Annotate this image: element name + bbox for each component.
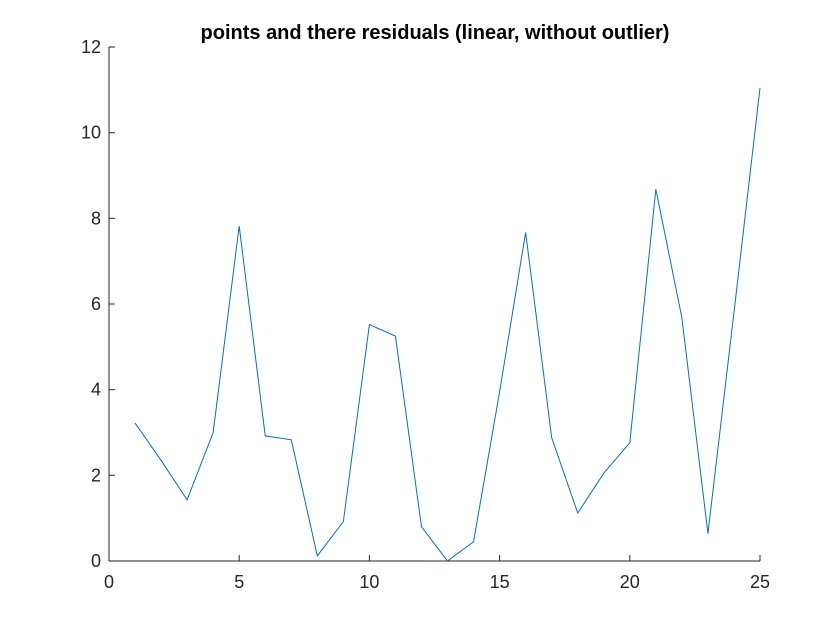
y-tick-label: 8 [91,208,101,228]
x-tick-label: 5 [234,572,244,592]
y-tick-label: 6 [91,294,101,314]
y-tick-label: 2 [91,465,101,485]
series-group [134,88,761,562]
y-tick-label: 4 [91,380,101,400]
y-tick-label: 0 [91,551,101,571]
series-line [134,88,761,562]
chart-title: points and there residuals (linear, with… [201,22,670,44]
x-tick-label: 15 [490,572,510,592]
x-tick-label: 10 [359,572,379,592]
y-tick-label: 12 [81,37,101,57]
x-tick-label: 0 [104,572,114,592]
x-tick-label: 25 [750,572,770,592]
x-tick-label: 20 [620,572,640,592]
axes: 0 5 10 15 20 25 0 2 4 6 8 10 12 [81,37,770,592]
y-tick-label: 10 [81,123,101,143]
